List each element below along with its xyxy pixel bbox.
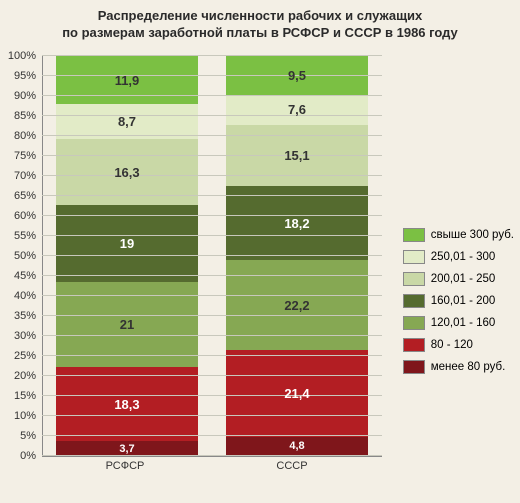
legend-swatch <box>403 250 425 264</box>
legend-item-120_160: 120,01 - 160 <box>403 316 514 330</box>
segment-value: 8,7 <box>118 114 136 129</box>
legend-swatch <box>403 294 425 308</box>
y-tick-label: 90% <box>2 90 36 102</box>
segment-value: 9,5 <box>288 68 306 83</box>
y-tick-label: 95% <box>2 70 36 82</box>
segment-value: 16,3 <box>114 165 139 180</box>
y-tick-label: 85% <box>2 110 36 122</box>
segment-value: 18,3 <box>114 397 139 412</box>
y-tick-label: 20% <box>2 370 36 382</box>
legend-item-200_250: 200,01 - 250 <box>403 272 514 286</box>
gridline <box>42 435 382 436</box>
segment-value: 7,6 <box>288 102 306 117</box>
segment-value: 11,9 <box>115 73 140 88</box>
gridline <box>42 155 382 156</box>
legend-label: 200,01 - 250 <box>431 273 496 285</box>
legend-label: менее 80 руб. <box>431 361 506 373</box>
y-tick-label: 50% <box>2 250 36 262</box>
gridline <box>42 275 382 276</box>
y-tick-label: 45% <box>2 270 36 282</box>
y-tick-label: 5% <box>2 430 36 442</box>
legend-item-80_120: 80 - 120 <box>403 338 514 352</box>
y-tick-label: 60% <box>2 210 36 222</box>
gridline <box>42 455 382 456</box>
y-tick-label: 30% <box>2 330 36 342</box>
segment-80_120: 21,4 <box>226 350 369 437</box>
legend-item-lt80: менее 80 руб. <box>403 360 514 374</box>
y-tick-label: 75% <box>2 150 36 162</box>
gridline <box>42 195 382 196</box>
legend-swatch <box>403 360 425 374</box>
y-tick-label: 10% <box>2 410 36 422</box>
legend: свыше 300 руб. 250,01 - 300 200,01 - 250 16… <box>403 228 514 382</box>
legend-swatch <box>403 272 425 286</box>
segment-value: 15,1 <box>284 148 309 163</box>
segment-160_200: 19 <box>56 205 199 282</box>
legend-label: 80 - 120 <box>431 339 473 351</box>
bars-group: 3,7 18,3 21 19 16,3 8,7 11,9 4,8 21,4 22,2 18,2 15,… <box>42 56 382 456</box>
gridline <box>42 375 382 376</box>
chart-container: Распределение численности рабочих и служ… <box>0 0 520 503</box>
gridline <box>42 215 382 216</box>
legend-label: свыше 300 руб. <box>431 229 514 241</box>
segment-gt300: 11,9 <box>56 56 199 104</box>
segment-value: 21,4 <box>284 386 309 401</box>
segment-lt80: 4,8 <box>226 437 369 456</box>
x-axis-line <box>42 456 382 457</box>
segment-value: 3,7 <box>119 443 134 455</box>
gridline <box>42 55 382 56</box>
gridline <box>42 75 382 76</box>
y-tick-label: 65% <box>2 190 36 202</box>
legend-item-gt300: свыше 300 руб. <box>403 228 514 242</box>
y-tick-label: 25% <box>2 350 36 362</box>
legend-swatch <box>403 228 425 242</box>
gridline <box>42 255 382 256</box>
x-axis-label: РСФСР <box>85 460 165 472</box>
gridline <box>42 115 382 116</box>
y-tick-label: 0% <box>2 450 36 462</box>
gridline <box>42 415 382 416</box>
chart-title-line-0: Распределение численности рабочих и служ… <box>10 8 510 25</box>
legend-swatch <box>403 316 425 330</box>
y-tick-label: 40% <box>2 290 36 302</box>
chart-title-line-1: по размерам заработной платы в РСФСР и С… <box>10 25 510 42</box>
segment-value: 22,2 <box>284 298 309 313</box>
segment-value: 4,8 <box>289 440 304 452</box>
segment-value: 18,2 <box>284 216 309 231</box>
gridline <box>42 295 382 296</box>
gridline <box>42 355 382 356</box>
segment-lt80: 3,7 <box>56 441 199 456</box>
legend-item-250_300: 250,01 - 300 <box>403 250 514 264</box>
x-axis-label: СССР <box>252 460 332 472</box>
segment-160_200: 18,2 <box>226 186 369 260</box>
y-tick-label: 100% <box>2 50 36 62</box>
legend-item-160_200: 160,01 - 200 <box>403 294 514 308</box>
y-tick-label: 70% <box>2 170 36 182</box>
gridline <box>42 235 382 236</box>
legend-label: 250,01 - 300 <box>431 251 496 263</box>
gridline <box>42 175 382 176</box>
bar-РСФСР: 3,7 18,3 21 19 16,3 8,7 11,9 <box>56 56 199 456</box>
gridline <box>42 95 382 96</box>
y-tick-label: 15% <box>2 390 36 402</box>
segment-250_300: 7,6 <box>226 95 369 126</box>
segment-value: 21 <box>120 317 134 332</box>
y-tick-label: 55% <box>2 230 36 242</box>
legend-swatch <box>403 338 425 352</box>
bar-СССР: 4,8 21,4 22,2 18,2 15,1 7,6 9,5 <box>226 56 369 456</box>
segment-value: 19 <box>120 236 134 251</box>
y-tick-label: 80% <box>2 130 36 142</box>
plot-area: 3,7 18,3 21 19 16,3 8,7 11,9 4,8 21,4 22,2 18,2 15,… <box>42 56 382 456</box>
gridline <box>42 335 382 336</box>
segment-80_120: 18,3 <box>56 367 199 441</box>
gridline <box>42 395 382 396</box>
gridline <box>42 135 382 136</box>
gridline <box>42 315 382 316</box>
chart-title: Распределение численности рабочих и служ… <box>0 0 520 46</box>
segment-120_160: 22,2 <box>226 260 369 350</box>
legend-label: 160,01 - 200 <box>431 295 496 307</box>
legend-label: 120,01 - 160 <box>431 317 496 329</box>
y-tick-label: 35% <box>2 310 36 322</box>
